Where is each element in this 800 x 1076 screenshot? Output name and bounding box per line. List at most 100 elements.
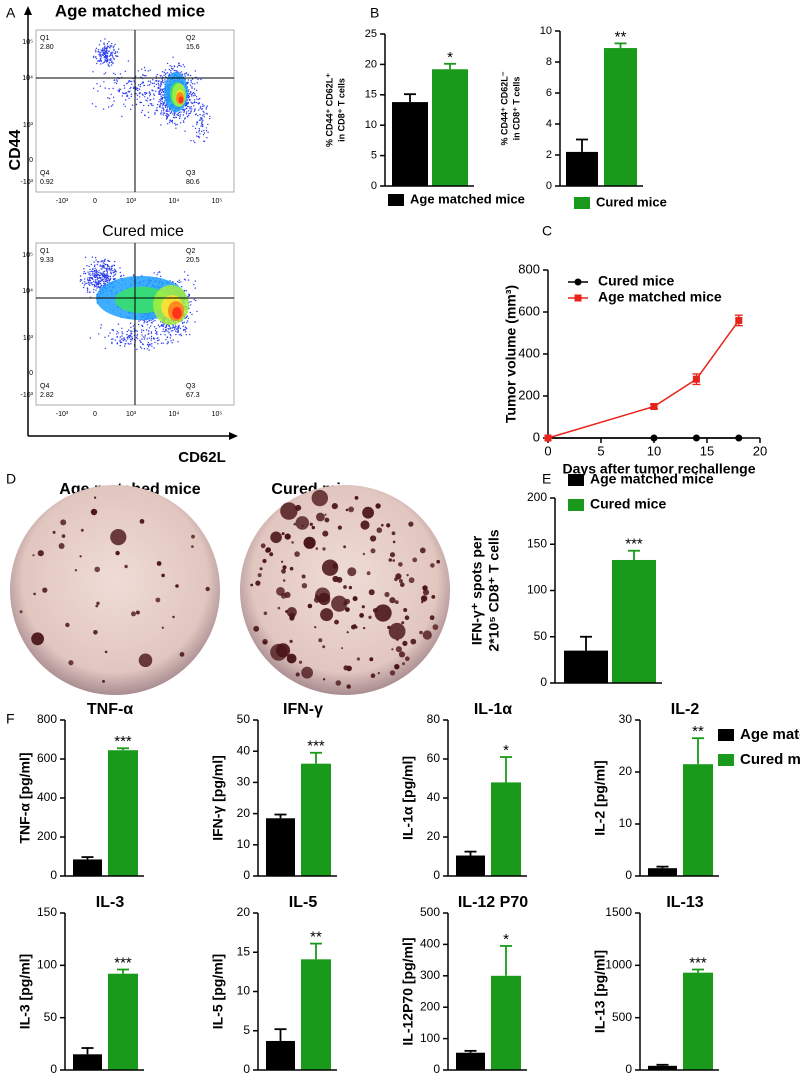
- event-dot: [194, 287, 196, 289]
- event-dot: [107, 335, 110, 337]
- event-dot: [169, 333, 172, 336]
- spot: [346, 631, 349, 634]
- event-dot: [150, 335, 153, 338]
- event-dot: [99, 58, 102, 60]
- event-dot: [103, 61, 105, 63]
- quadrant-name: Q1: [40, 35, 49, 42]
- event-dot: [104, 58, 106, 60]
- event-dot: [192, 140, 195, 142]
- event-dot: [106, 277, 108, 279]
- spot: [410, 638, 417, 645]
- y-tick-label: 600: [37, 751, 57, 765]
- spot: [253, 625, 260, 632]
- event-dot: [119, 339, 121, 341]
- marker: [544, 434, 552, 442]
- event-dot: [158, 326, 161, 328]
- event-dot: [193, 95, 195, 97]
- event-dot: [91, 274, 93, 276]
- event-dot: [202, 114, 204, 117]
- event-dot: [98, 286, 100, 289]
- event-dot: [184, 130, 186, 132]
- y-tick-label: 30: [619, 712, 633, 726]
- event-dot: [146, 348, 148, 350]
- significance: ***: [307, 738, 325, 755]
- event-dot: [152, 82, 154, 85]
- event-dot: [193, 105, 195, 107]
- bar: [612, 559, 656, 683]
- event-dot: [184, 118, 186, 120]
- event-dot: [186, 111, 188, 113]
- event-dot: [128, 91, 130, 93]
- density-core: [172, 307, 182, 319]
- spot: [384, 591, 390, 598]
- arrow-head: [229, 432, 238, 440]
- spot: [403, 608, 408, 612]
- marker: [735, 434, 743, 442]
- event-dot: [130, 322, 132, 324]
- event-dot: [99, 85, 102, 87]
- event-dot: [156, 274, 158, 276]
- event-dot: [95, 289, 97, 291]
- event-dot: [95, 105, 97, 108]
- event-dot: [160, 112, 162, 114]
- event-dot: [175, 116, 178, 119]
- event-dot: [162, 71, 164, 73]
- x-tick-label: 15: [700, 443, 714, 458]
- event-dot: [159, 88, 162, 90]
- event-dot: [172, 113, 174, 115]
- event-dot: [148, 320, 150, 322]
- event-dot: [111, 60, 113, 62]
- event-dot: [83, 271, 86, 273]
- event-dot: [162, 102, 164, 105]
- event-dot: [160, 102, 162, 104]
- event-dot: [156, 103, 159, 106]
- spot: [286, 653, 297, 664]
- spot: [347, 567, 357, 577]
- event-dot: [153, 94, 156, 97]
- significance: ***: [689, 954, 707, 971]
- event-dot: [98, 274, 101, 277]
- event-dot: [101, 51, 103, 53]
- event-dot: [88, 283, 90, 285]
- event-dot: [172, 56, 174, 58]
- event-dot: [89, 268, 91, 271]
- event-dot: [116, 51, 119, 53]
- event-dot: [156, 107, 158, 109]
- event-dot: [110, 105, 113, 107]
- event-dot: [93, 288, 95, 291]
- event-dot: [173, 65, 176, 67]
- event-dot: [155, 90, 157, 92]
- event-dot: [89, 291, 91, 293]
- spot: [295, 672, 300, 677]
- event-dot: [182, 325, 184, 327]
- event-dot: [187, 317, 190, 320]
- legend-marker: [574, 278, 582, 286]
- event-dot: [94, 264, 96, 266]
- event-dot: [158, 87, 160, 90]
- event-dot: [191, 95, 193, 97]
- spot: [315, 547, 319, 550]
- y-tick-label: 40: [427, 790, 441, 804]
- event-dot: [156, 333, 158, 336]
- event-dot: [190, 304, 192, 306]
- event-dot: [94, 49, 97, 51]
- spot: [335, 680, 342, 686]
- event-dot: [159, 105, 161, 107]
- event-dot: [201, 125, 204, 127]
- event-dot: [127, 60, 130, 62]
- event-dot: [200, 125, 202, 127]
- spot: [419, 547, 426, 554]
- event-dot: [150, 339, 152, 341]
- event-dot: [110, 58, 112, 60]
- spot: [345, 508, 349, 512]
- event-dot: [109, 277, 112, 280]
- event-dot: [175, 127, 177, 129]
- event-dot: [186, 320, 189, 322]
- event-dot: [94, 281, 96, 284]
- event-dot: [177, 327, 179, 330]
- event-dot: [152, 320, 154, 322]
- spot: [172, 615, 175, 619]
- spot: [389, 670, 396, 676]
- event-dot: [135, 103, 138, 106]
- spot: [321, 559, 339, 576]
